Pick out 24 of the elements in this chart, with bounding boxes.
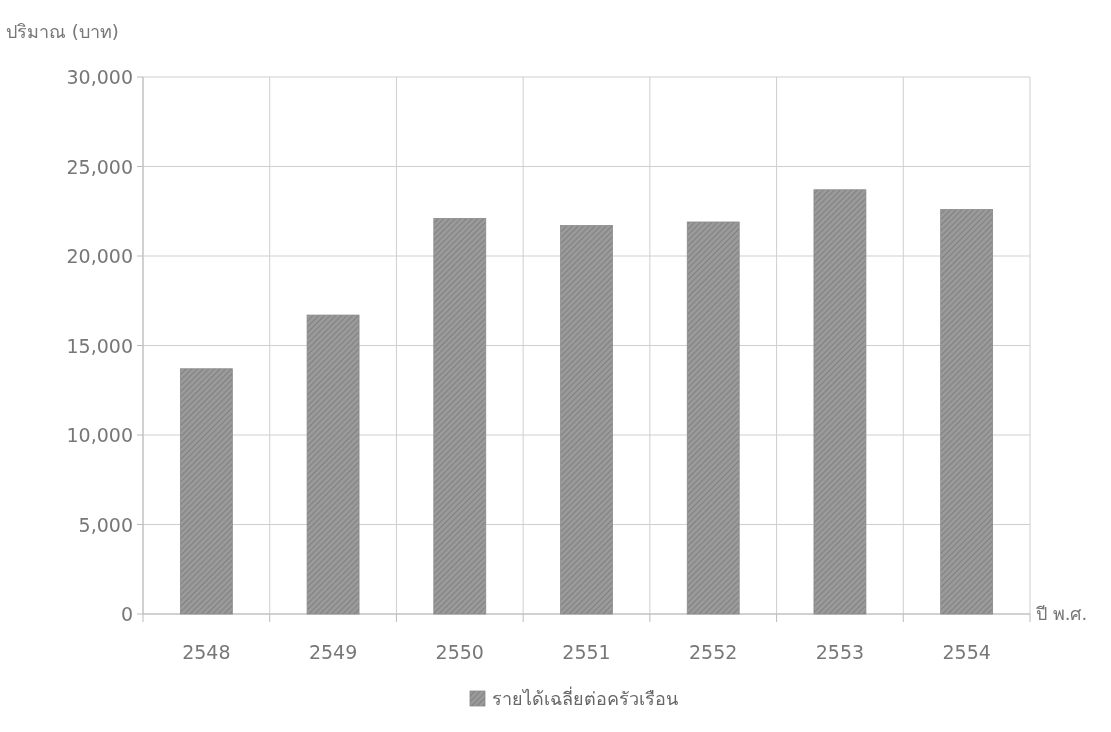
bar — [560, 225, 613, 615]
x-tick-label: 2553 — [815, 641, 865, 663]
x-tick-label: 2551 — [562, 641, 611, 663]
y-tick-label: 20,000 — [66, 245, 133, 267]
bar — [940, 209, 994, 615]
y-tick-label: 15,000 — [66, 334, 133, 357]
y-tick-label: 10,000 — [66, 424, 133, 446]
y-axis-title: ปริมาณ (บาท) — [6, 21, 119, 42]
legend-label: รายได้เฉลี่ยต่อครัวเรือน — [492, 686, 678, 709]
x-tick-label: 2552 — [689, 641, 738, 663]
y-tick-label: 25,000 — [66, 155, 133, 178]
x-tick-label: 2554 — [942, 641, 991, 663]
bar — [433, 218, 487, 615]
bar — [306, 314, 360, 615]
y-tick-label: 30,000 — [66, 66, 133, 88]
y-tick-label: 5,000 — [78, 513, 133, 536]
x-axis-title: ปี พ.ศ. — [1036, 603, 1088, 624]
x-tick-label: 2550 — [435, 641, 484, 663]
x-tick-label: 2549 — [308, 641, 358, 663]
bar — [686, 221, 740, 615]
bar — [179, 368, 233, 615]
y-tick-label: 0 — [120, 603, 133, 625]
x-tick-label: 2548 — [182, 641, 231, 663]
bar — [813, 189, 867, 615]
